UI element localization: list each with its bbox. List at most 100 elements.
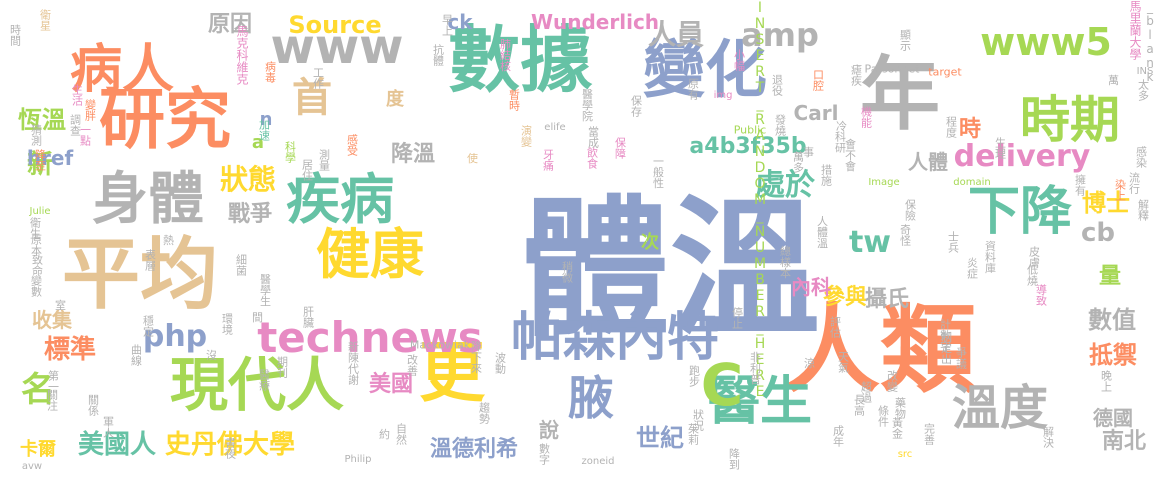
cloud-word: elife [544,122,566,133]
cloud-word: avw [21,461,43,472]
cloud-word: 年 [860,48,940,141]
cloud-word: 人員 [647,18,705,51]
cloud-word: 趨勢 [477,402,491,424]
cloud-word: 人類 [784,294,976,406]
cloud-word: 變數 [29,275,43,297]
cloud-word: _blank [1143,0,1157,84]
cloud-word: 科學 [283,141,297,163]
cloud-word: 當成 [586,126,600,148]
cloud-word: 室 [53,299,67,311]
cloud-word: Wunderlich [530,10,660,34]
cloud-word: 次 [641,232,659,253]
cloud-word: 跑步 [687,365,701,387]
cloud-word: technews [257,313,483,362]
cloud-word: domain [953,177,991,188]
cloud-word: 博士 [1082,189,1130,217]
cloud-word: 首 [292,75,332,121]
cloud-word: 約 [377,428,391,440]
cloud-word: 人體溫 [815,215,829,249]
cloud-word: 人體 [908,150,948,174]
cloud-word: 世紀 [636,424,684,452]
cloud-word: 第一 [46,370,60,392]
cloud-word: 疾病 [286,168,394,231]
cloud-word: 參與 [822,285,868,310]
cloud-word: 醫生 [707,372,813,432]
cloud-word: 瘧疾 [849,64,863,86]
cloud-word: 工作 [311,67,325,89]
cloud-word: C [700,351,744,419]
cloud-word: 茱莉 [686,423,700,445]
cloud-word: 使 [465,152,479,164]
cloud-word: 成年 [831,425,845,447]
cloud-word: 史丹佛大學 [164,430,296,460]
cloud-word: 關係 [86,394,100,416]
cloud-word: 關注 [45,389,59,411]
cloud-word: 飲食 [585,147,599,169]
cloud-word: 變胖 [83,99,97,121]
cloud-word: a4b3f35b [689,134,807,159]
cloud-word: 時間 [8,24,22,46]
cloud-word: 內科 [791,275,831,299]
cloud-word: 新陳代謝 [346,341,360,385]
cloud-word: 事 [801,146,815,158]
cloud-word: 口腔 [811,69,825,91]
cloud-word: Source [288,11,382,39]
cloud-word: 肺結核 [498,38,512,72]
cloud-word: 制定出 [939,331,953,365]
cloud-word: 期刊 [275,356,289,378]
cloud-word: 沒 [204,349,218,361]
cloud-word: 條件 [876,405,890,427]
cloud-word: 保險 [903,199,917,221]
cloud-word: 細菌 [234,254,248,276]
cloud-word: 長高 [852,394,866,416]
cloud-word: 原本 [29,234,43,256]
cloud-word: www5 [980,20,1112,64]
cloud-word: 環境 [220,313,234,335]
cloud-word: 萬 [1106,74,1120,86]
cloud-word: 南北 [1101,429,1147,454]
cloud-word: 原因 [207,12,253,37]
cloud-word: a [251,132,265,153]
cloud-word: php [142,319,208,354]
cloud-word: href [26,146,74,170]
cloud-word: 降到 [727,448,741,470]
cloud-word: 肝臟 [301,306,315,328]
cloud-word: INS [1136,66,1154,77]
cloud-word: 現代人 [169,351,345,419]
cloud-word: 暫時 [507,89,521,111]
cloud-word: 下降 [967,182,1073,242]
cloud-word: 冷 [834,120,848,132]
cloud-word: 變化 [642,33,768,106]
cloud-word: 改變 [885,370,899,392]
cloud-word: amp [741,16,819,54]
cloud-word: 降至 [33,149,47,171]
cloud-word: 名 [21,370,55,410]
cloud-word: 腋 [568,371,614,425]
cloud-word: 軍人 [101,416,115,438]
cloud-word: 帕森內特 [510,308,720,368]
cloud-word: tw [848,225,892,260]
cloud-word: 顯示 [898,29,912,51]
cloud-word: 平均 [61,230,219,320]
cloud-word: 更 [419,334,485,411]
cloud-word: Public [733,123,767,137]
cloud-word: zoneid [581,456,615,467]
cloud-word: 萬多 [791,151,805,173]
cloud-word: 保障 [613,137,627,159]
cloud-word: img [713,90,733,101]
cloud-word: 居住 [300,159,314,181]
cloud-word: 狀況 [691,409,705,431]
cloud-word: 度 [386,89,404,110]
cloud-word: 猜測 [29,124,43,146]
cloud-word: 停止 [730,307,744,329]
cloud-word: 評估 [828,316,842,338]
cloud-word: 時期 [1020,91,1120,149]
cloud-word: 非利普 [748,351,762,385]
cloud-word: 措施 [819,164,833,186]
cloud-word: 程度 [944,116,958,138]
cloud-word: 數據 [447,18,593,102]
cloud-word: 一點 [78,124,92,146]
cloud-word: 科研 [833,131,847,153]
cloud-word: 測量 [317,149,331,171]
